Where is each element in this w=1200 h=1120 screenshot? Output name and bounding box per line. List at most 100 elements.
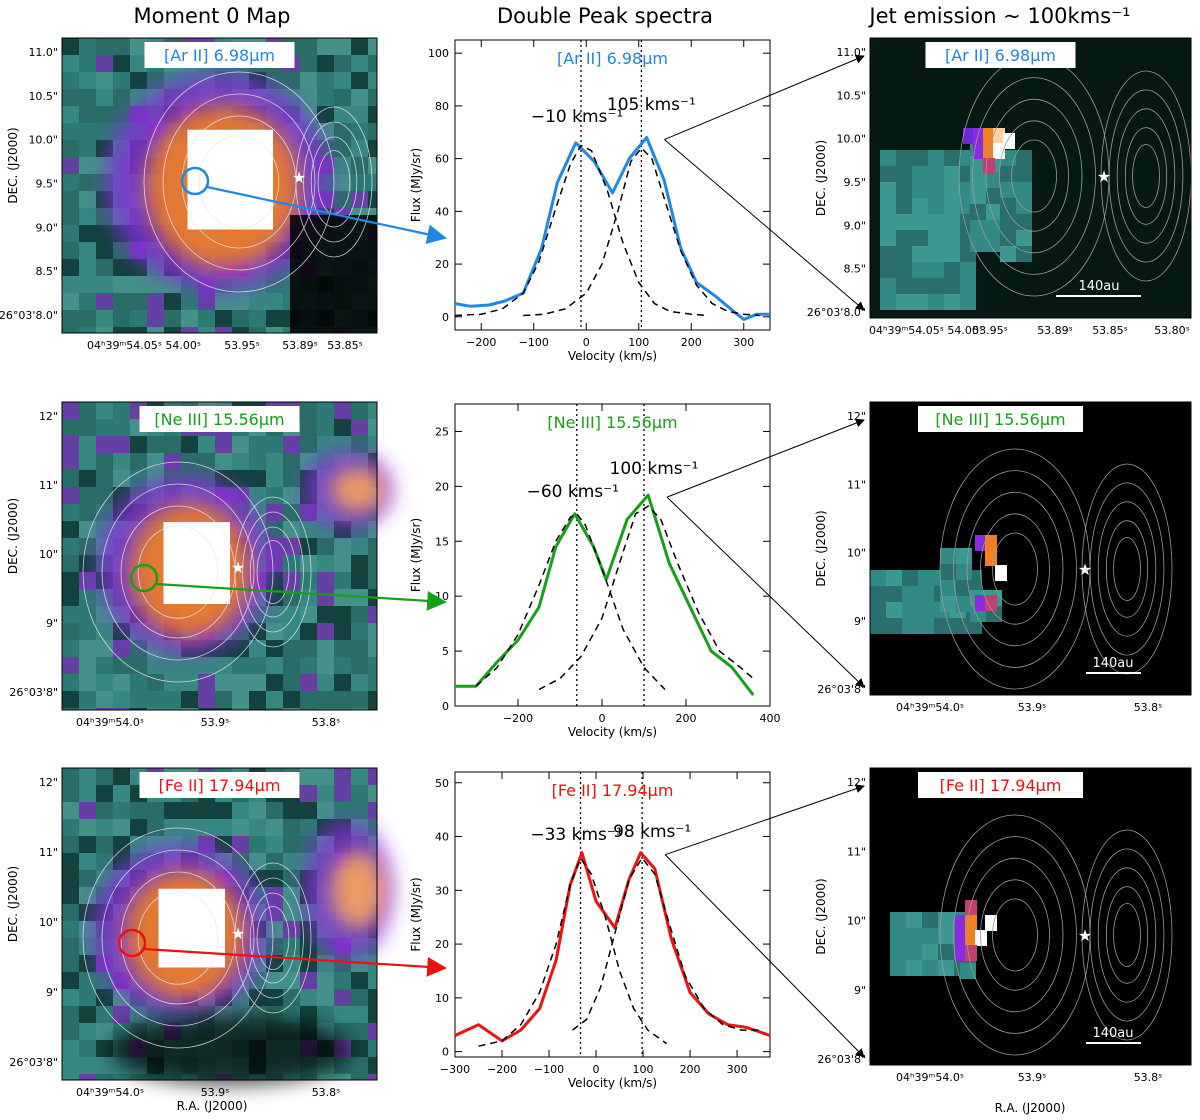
map-pixel — [62, 938, 79, 955]
y-tick-label: 50 — [435, 777, 449, 790]
contour-level — [1132, 144, 1160, 208]
map-ytick-label: 26°03'8" — [9, 1056, 58, 1069]
map-pixel — [130, 657, 147, 674]
map-pixel — [62, 470, 79, 487]
jet-pixel — [912, 230, 928, 246]
map-pixel — [283, 555, 300, 572]
map-pixel — [368, 419, 377, 436]
jet-ytick-label: 9" — [854, 984, 866, 997]
map-pixel — [351, 989, 368, 1006]
map-pixel — [368, 106, 377, 123]
map-pixel — [79, 504, 96, 521]
jet-ytick-label: 10" — [847, 547, 866, 560]
map-pixel — [317, 623, 334, 640]
map-pixel — [266, 870, 283, 887]
map-pixel — [215, 327, 232, 333]
map-pixel — [113, 38, 130, 55]
header-double-peak: Double Peak spectra — [497, 4, 713, 28]
map-pixel — [317, 106, 334, 123]
map-pixel — [351, 55, 368, 72]
jet-pixel — [870, 618, 886, 634]
map-pixel — [181, 691, 198, 708]
map-pixel — [96, 89, 113, 106]
map-pixel — [198, 436, 215, 453]
map-pixel — [181, 293, 198, 310]
y-axis-label: Flux (MJy/sr) — [409, 518, 423, 592]
map-ytick-label: 8.5" — [35, 265, 58, 278]
jet-knot-pixel — [955, 945, 967, 961]
map-xtick-label: 53.9ˢ — [201, 1086, 230, 1099]
map-pixel — [164, 657, 181, 674]
map-pixel — [79, 327, 96, 333]
jet-pixel — [938, 944, 954, 960]
contour-level — [1105, 886, 1149, 984]
contour-level — [1116, 108, 1176, 244]
map-pixel — [334, 623, 351, 640]
jet-pixel — [896, 214, 912, 230]
jet-knot-pixel — [983, 158, 995, 174]
map-pixel — [113, 691, 130, 708]
map-pixel — [368, 708, 377, 710]
y-tick-label: 0 — [442, 700, 449, 713]
jet-pixel — [922, 960, 938, 976]
spectrum-title: [Fe II] 17.94μm — [552, 781, 674, 800]
map-to-spectrum-arrow — [155, 582, 447, 611]
map-pixel — [317, 785, 334, 802]
jet-pixel — [1016, 214, 1032, 230]
jet-pixel — [1000, 214, 1016, 230]
jet-pixel — [928, 262, 944, 278]
map-pixel — [249, 470, 266, 487]
map-pixel — [96, 123, 113, 140]
spectrum-frame — [454, 39, 771, 331]
contour-level — [1108, 89, 1184, 263]
map-pixel — [181, 674, 198, 691]
map-pixel — [164, 691, 181, 708]
map-pixel — [232, 327, 249, 333]
map-pixel — [300, 402, 317, 419]
map-pixel — [249, 327, 266, 333]
jet-pixel — [896, 182, 912, 198]
map-pixel — [79, 989, 96, 1006]
map-pixel — [317, 89, 334, 106]
map-pixel — [164, 293, 181, 310]
jet-knot-pixel — [965, 900, 977, 916]
header-jet-emission: Jet emission ~ 100kms⁻¹ — [867, 4, 1130, 28]
jet-pixel — [902, 602, 918, 618]
emission-core — [163, 522, 230, 604]
map-pixel — [79, 623, 96, 640]
map-pixel — [62, 55, 79, 72]
jet-pixel — [880, 166, 896, 182]
jet-ytick-label: 9" — [854, 615, 866, 628]
map-pixel — [317, 1006, 334, 1023]
peak-label-red: 100 kms⁻¹ — [610, 459, 699, 479]
map-pixel — [300, 708, 317, 710]
spectrum-frame — [454, 771, 771, 1058]
map-pixel — [79, 538, 96, 555]
jet-pixel — [986, 172, 1002, 188]
jet-pixel — [940, 580, 956, 596]
contour-level — [162, 93, 316, 271]
jet-knot-pixel — [995, 565, 1007, 581]
x-tick-label: 100 — [633, 1063, 654, 1076]
map-pixel — [266, 327, 283, 333]
contour-level — [1089, 848, 1165, 1022]
panel-rows: ★ [Ar II] 6.98μm 11.0" 10.5" 10.0" 9.5" 9.0" 8.… — [0, 37, 1192, 1115]
series-gauss-blue — [454, 144, 708, 317]
map-pixel — [215, 802, 232, 819]
map-pixel — [368, 123, 377, 140]
contours — [143, 71, 373, 293]
map-pixel — [266, 819, 283, 836]
map-pixel — [351, 106, 368, 123]
line-label-box — [139, 772, 300, 798]
series-gauss-red — [572, 856, 761, 1031]
map-pixel — [266, 623, 283, 640]
map-pixel — [351, 123, 368, 140]
map-pixel — [266, 276, 283, 293]
row-3: ★ [Fe II] 17.94μm 12" 11" 10" 9" 26°03'8" DEC. … — [6, 767, 1192, 1115]
jet-pixel — [870, 602, 886, 618]
map-pixel — [62, 504, 79, 521]
series-gauss-red — [523, 146, 760, 317]
map-pixel — [351, 1006, 368, 1023]
jet-pixel — [880, 246, 896, 262]
